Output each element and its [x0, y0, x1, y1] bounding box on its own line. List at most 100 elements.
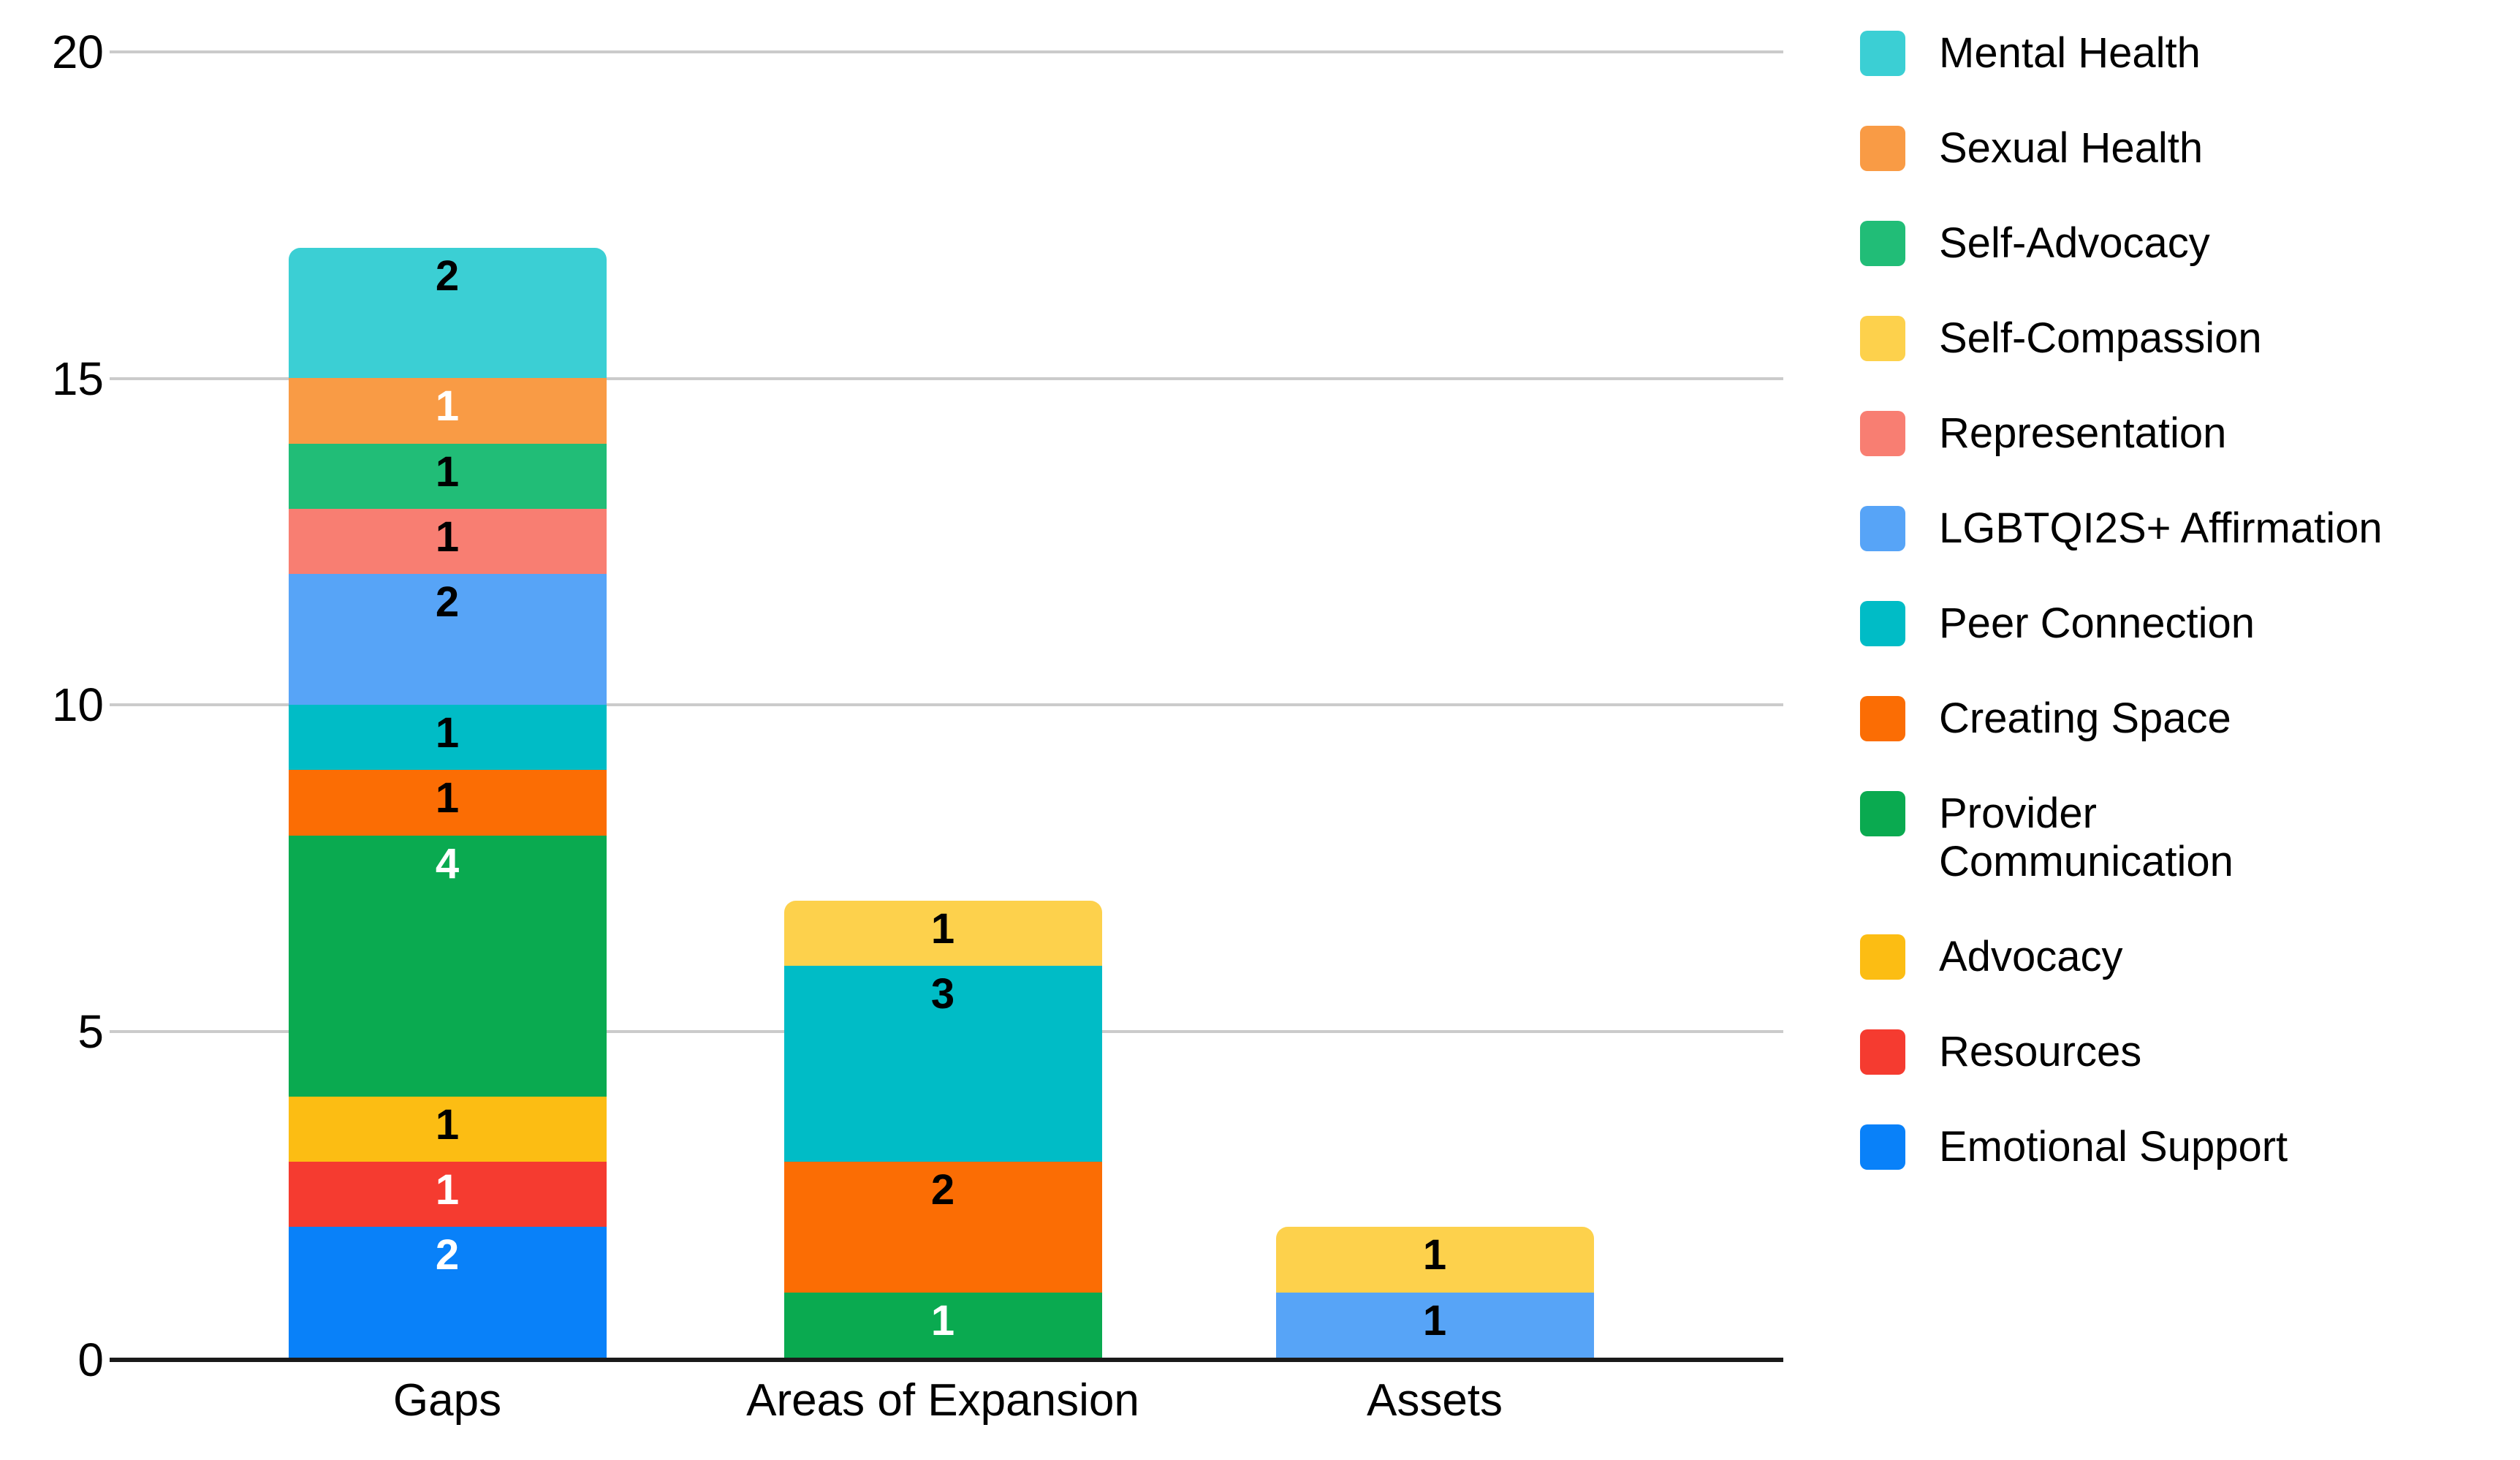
bar-segment-lgbtqi2s-affirmation: 2 — [288, 574, 607, 705]
y-tick-label: 10 — [51, 678, 104, 731]
y-tick-label: 20 — [51, 26, 104, 78]
y-tick-label: 15 — [51, 352, 104, 405]
legend-item-creating-space: Creating Space — [1860, 695, 2383, 743]
gridline — [110, 377, 1783, 380]
legend-label-line: Provider — [1939, 790, 2097, 837]
legend-swatch-sexual-health — [1860, 126, 1905, 171]
bar-segment-peer-connection: 1 — [288, 704, 607, 771]
legend-label: Emotional Support — [1939, 1123, 2288, 1171]
gridline — [110, 703, 1783, 706]
bar-value-label: 2 — [435, 251, 460, 300]
bar-segment-emotional-support: 2 — [288, 1227, 607, 1358]
bar-value-label: 1 — [435, 447, 460, 496]
legend-label: Peer Connection — [1939, 599, 2255, 648]
legend-label: Advocacy — [1939, 933, 2122, 981]
legend-label-line: Creating Space — [1939, 695, 2231, 742]
legend-item-emotional-support: Emotional Support — [1860, 1123, 2383, 1171]
legend-label-line: Peer Connection — [1939, 599, 2255, 647]
bar-value-label: 2 — [435, 578, 460, 627]
bar-areas-of-expansion: 1 3 2 1 — [783, 900, 1102, 1358]
legend-label: Representation — [1939, 409, 2226, 458]
bar-value-label: 2 — [435, 1231, 460, 1279]
bar-segment-representation: 1 — [288, 509, 607, 575]
bar-segment-self-compassion: 1 — [1275, 1227, 1594, 1293]
legend-label-line: Emotional Support — [1939, 1123, 2288, 1170]
legend-item-self-advocacy: Self-Advocacy — [1860, 219, 2383, 268]
bar-value-label: 1 — [930, 1296, 955, 1344]
legend-item-representation: Representation — [1860, 409, 2383, 458]
bar-value-label: 1 — [435, 708, 460, 757]
legend-swatch-creating-space — [1860, 696, 1905, 741]
y-tick-label: 5 — [77, 1005, 104, 1058]
legend-label-line: Mental Health — [1939, 29, 2201, 77]
legend-label-line: LGBTQI2S+ Affirmation — [1939, 504, 2383, 552]
legend-item-mental-health: Mental Health — [1860, 29, 2383, 77]
legend-swatch-self-compassion — [1860, 316, 1905, 361]
legend-item-advocacy: Advocacy — [1860, 933, 2383, 981]
legend-item-lgbtqi2s-affirmation: LGBTQI2S+ Affirmation — [1860, 504, 2383, 553]
x-axis-baseline — [110, 1358, 1783, 1362]
bar-segment-resources: 1 — [288, 1162, 607, 1228]
bar-value-label: 1 — [435, 382, 460, 431]
bar-segment-provider-communication: 1 — [783, 1292, 1102, 1358]
bar-value-label: 1 — [1422, 1296, 1447, 1344]
x-category-label-assets: Assets — [1366, 1375, 1503, 1426]
legend-item-resources: Resources — [1860, 1028, 2383, 1076]
x-category-label-areas-of-expansion: Areas of Expansion — [746, 1375, 1139, 1426]
bar-segment-mental-health: 2 — [288, 247, 607, 379]
bar-segment-self-advocacy: 1 — [288, 443, 607, 510]
legend-item-peer-connection: Peer Connection — [1860, 599, 2383, 648]
legend-label-line: Self-Compassion — [1939, 314, 2262, 362]
legend-swatch-provider-communication — [1860, 791, 1905, 836]
y-tick-label: 0 — [77, 1334, 104, 1386]
bar-segment-provider-communication: 4 — [288, 835, 607, 1097]
legend-label: Self-Advocacy — [1939, 219, 2210, 268]
legend-label: Sexual Health — [1939, 124, 2203, 173]
legend-swatch-self-advocacy — [1860, 221, 1905, 266]
bar-value-label: 1 — [435, 1100, 460, 1149]
legend-item-self-compassion: Self-Compassion — [1860, 314, 2383, 363]
legend-label: Provider Communication — [1939, 790, 2234, 886]
bar-segment-self-compassion: 1 — [783, 900, 1102, 967]
legend-swatch-lgbtqi2s-affirmation — [1860, 506, 1905, 551]
bar-value-label: 1 — [435, 513, 460, 561]
legend-swatch-emotional-support — [1860, 1124, 1905, 1170]
legend-label-line: Sexual Health — [1939, 124, 2204, 172]
bar-value-label: 2 — [930, 1166, 955, 1214]
legend-item-sexual-health: Sexual Health — [1860, 124, 2383, 173]
bar-value-label: 4 — [435, 839, 460, 888]
gridline — [110, 50, 1783, 53]
legend-label: Creating Space — [1939, 695, 2231, 743]
bar-value-label: 1 — [1422, 1231, 1447, 1279]
bar-value-label: 3 — [930, 970, 955, 1018]
chart-legend: Mental Health Sexual Health Self-Advocacy S… — [1860, 29, 2383, 1171]
x-category-label-gaps: Gaps — [392, 1375, 502, 1426]
legend-label: Resources — [1939, 1028, 2141, 1076]
legend-label-line: Communication — [1939, 838, 2234, 885]
bar-segment-creating-space: 1 — [288, 770, 607, 836]
legend-label-line: Advocacy — [1939, 933, 2123, 980]
bar-segment-sexual-health: 1 — [288, 378, 607, 444]
legend-swatch-representation — [1860, 411, 1905, 456]
bar-segment-lgbtqi2s-affirmation: 1 — [1275, 1292, 1594, 1358]
legend-label: Self-Compassion — [1939, 314, 2262, 363]
legend-swatch-mental-health — [1860, 31, 1905, 76]
legend-swatch-resources — [1860, 1029, 1905, 1075]
bar-segment-advocacy: 1 — [288, 1096, 607, 1162]
legend-label: LGBTQI2S+ Affirmation — [1939, 504, 2383, 553]
legend-item-provider-communication: Provider Communication — [1860, 790, 2383, 886]
bar-segment-creating-space: 2 — [783, 1162, 1102, 1293]
bar-segment-peer-connection: 3 — [783, 966, 1102, 1162]
legend-label-line: Representation — [1939, 409, 2227, 457]
legend-label-line: Self-Advocacy — [1939, 219, 2210, 267]
bar-gaps: 2 1 1 1 2 1 1 4 1 1 2 — [288, 247, 607, 1358]
bar-value-label: 1 — [930, 904, 955, 953]
legend-label: Mental Health — [1939, 29, 2201, 77]
bar-value-label: 1 — [435, 774, 460, 822]
bar-value-label: 1 — [435, 1166, 460, 1214]
legend-label-line: Resources — [1939, 1028, 2142, 1075]
legend-swatch-peer-connection — [1860, 601, 1905, 646]
legend-swatch-advocacy — [1860, 934, 1905, 980]
